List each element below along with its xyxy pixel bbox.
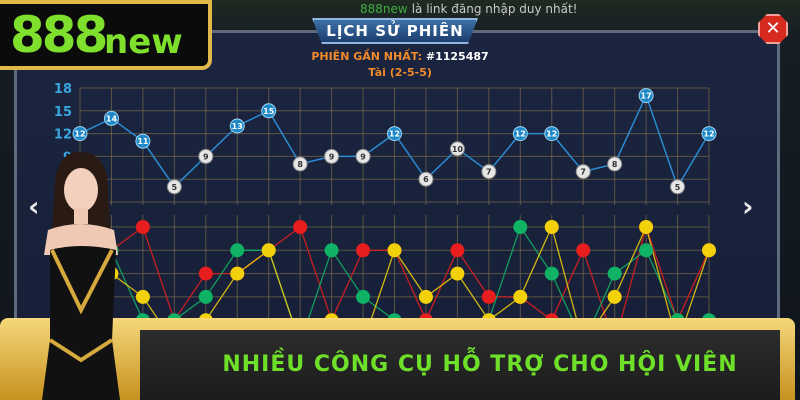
sum-point (229, 118, 245, 134)
sum-point-label: 10 (452, 145, 464, 154)
dice-point-1 (544, 266, 559, 281)
sum-point-label: 8 (297, 160, 303, 169)
sum-point-label: 6 (423, 175, 429, 184)
sum-point (355, 148, 371, 164)
dice-point-1 (230, 243, 245, 258)
sum-point (72, 126, 88, 142)
dice-point-1 (607, 266, 622, 281)
dice-point-0 (135, 220, 150, 234)
sum-point-label: 12 (389, 130, 400, 139)
dice-point-0 (576, 243, 591, 258)
sum-point-label: 11 (137, 137, 149, 146)
sum-point-label: 12 (703, 130, 714, 139)
sum-point (512, 126, 528, 142)
sum-point (544, 126, 560, 142)
sum-point (481, 164, 497, 180)
latest-id: #1125487 (425, 50, 489, 63)
dice-point-2 (639, 220, 654, 234)
sum-point-label: 9 (203, 152, 209, 161)
y-tick-label: 15 (54, 105, 72, 120)
sum-point (261, 103, 277, 119)
sum-point-label: 15 (263, 107, 275, 116)
sum-point-label: 7 (486, 168, 492, 177)
dice-point-1 (513, 220, 528, 234)
dice-point-2 (261, 243, 276, 258)
sum-point-label: 12 (74, 130, 85, 139)
chevron-left-icon[interactable]: ‹ (28, 190, 40, 223)
dice-point-0 (293, 220, 308, 234)
dice-point-2 (418, 289, 433, 304)
sum-point-label: 12 (515, 130, 526, 139)
sum-point-label: 7 (580, 168, 586, 177)
promo-banner: NHIỀU CÔNG CỤ HỖ TRỢ CHO HỘI VIÊN (0, 318, 795, 400)
sum-point (198, 148, 214, 164)
dice-point-1 (198, 289, 213, 304)
dice-point-2 (230, 266, 245, 281)
latest-session: PHIÊN GẦN NHẤT: #1125487 (0, 50, 800, 63)
dice-point-2 (387, 243, 402, 258)
banner-inner: NHIỀU CÔNG CỤ HỖ TRỢ CHO HỘI VIÊN (140, 330, 780, 400)
panel-title: LỊCH SỬ PHIÊN (312, 18, 478, 44)
sum-point (575, 164, 591, 180)
sum-point (418, 171, 434, 187)
sum-point (638, 88, 654, 104)
sum-point (607, 156, 623, 172)
sum-point-label: 13 (232, 122, 243, 131)
dice-point-2 (702, 243, 716, 258)
logo: 888 new (0, 0, 212, 70)
y-tick-label: 12 (54, 128, 72, 143)
dice-point-1 (639, 243, 654, 258)
chevron-right-icon[interactable]: › (742, 190, 754, 223)
dice-point-0 (356, 243, 371, 258)
sum-point-label: 5 (172, 183, 178, 192)
dice-point-1 (356, 289, 371, 304)
dice-point-1 (324, 243, 339, 258)
sum-point (292, 156, 308, 172)
dice-point-2 (513, 289, 528, 304)
sum-point (135, 133, 151, 149)
sum-point (324, 148, 340, 164)
sum-point-label: 5 (675, 183, 681, 192)
dice-point-0 (481, 289, 496, 304)
latest-label: PHIÊN GẦN NHẤT: (311, 50, 423, 63)
logo-suffix: new (104, 22, 183, 62)
sum-point-label: 9 (329, 152, 335, 161)
dice-point-2 (607, 289, 622, 304)
close-icon[interactable]: ✕ (758, 14, 788, 44)
notice-text: là link đăng nhập duy nhất! (411, 2, 578, 16)
sum-point-label: 17 (641, 92, 652, 101)
sum-point-label: 14 (106, 114, 118, 123)
dice-point-0 (450, 243, 465, 258)
sum-point (449, 141, 465, 157)
top-notice: 888new là link đăng nhập duy nhất! (360, 2, 577, 16)
logo-digits: 888 (10, 6, 108, 64)
model-illustration (42, 151, 120, 400)
dice-point-0 (198, 266, 213, 281)
y-tick-label: 18 (54, 82, 72, 97)
sum-point (387, 126, 402, 142)
dice-point-2 (544, 220, 559, 234)
sum-point (670, 179, 686, 195)
sum-point (701, 126, 717, 142)
banner-text: NHIỀU CÔNG CỤ HỖ TRỢ CHO HỘI VIÊN (222, 352, 738, 377)
latest-result: Tài (2-5-5) (368, 66, 432, 79)
dice-point-2 (135, 289, 150, 304)
dice-point-2 (450, 266, 465, 281)
notice-brand: 888new (360, 2, 408, 16)
sum-point-label: 9 (360, 152, 366, 161)
sum-point-label: 12 (546, 130, 557, 139)
sum-point (103, 110, 119, 126)
sum-point-label: 8 (612, 160, 618, 169)
sum-point (166, 179, 182, 195)
